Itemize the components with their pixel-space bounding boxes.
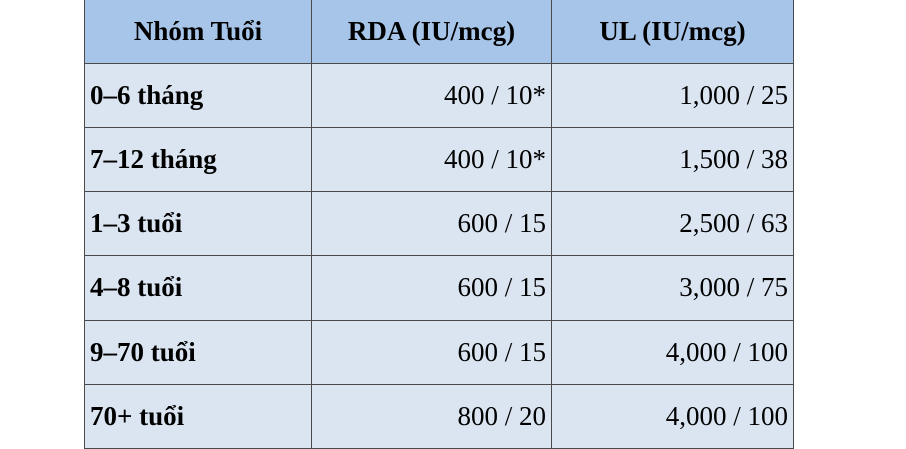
value-cell: 600 / 15	[311, 319, 552, 385]
age-group-cell: 9–70 tuổi	[84, 319, 312, 385]
value-cell: 400 / 10*	[311, 62, 552, 128]
table-row: 1–3 tuổi 600 / 15 2,500 / 63	[84, 190, 794, 257]
header-row: Nhóm Tuổi RDA (IU/mcg) UL (IU/mcg)	[84, 0, 794, 64]
value-cell: 1,000 / 25	[551, 62, 794, 128]
age-group-cell: 1–3 tuổi	[84, 190, 312, 257]
table-row: 9–70 tuổi 600 / 15 4,000 / 100	[84, 319, 794, 385]
table-row: 70+ tuổi 800 / 20 4,000 / 100	[84, 383, 794, 449]
age-group-cell: 4–8 tuổi	[84, 255, 312, 321]
table-row: 7–12 tháng 400 / 10* 1,500 / 38	[84, 126, 794, 193]
value-cell: 600 / 15	[311, 255, 552, 321]
value-cell: 3,000 / 75	[551, 255, 794, 321]
table-header: Nhóm Tuổi RDA (IU/mcg) UL (IU/mcg)	[84, 0, 794, 64]
value-cell: 600 / 15	[311, 190, 552, 257]
table-row: 4–8 tuổi 600 / 15 3,000 / 75	[84, 255, 794, 321]
age-group-cell: 7–12 tháng	[84, 126, 312, 193]
value-cell: 800 / 20	[311, 383, 552, 449]
value-cell: 4,000 / 100	[551, 319, 794, 385]
value-cell: 400 / 10*	[311, 126, 552, 193]
age-group-cell: 70+ tuổi	[84, 383, 312, 449]
header-cell: Nhóm Tuổi	[84, 0, 312, 64]
value-cell: 4,000 / 100	[551, 383, 794, 449]
age-group-cell: 0–6 tháng	[84, 62, 312, 128]
table-row: 0–6 tháng 400 / 10* 1,000 / 25	[84, 62, 794, 128]
header-cell: UL (IU/mcg)	[551, 0, 794, 64]
header-cell: RDA (IU/mcg)	[311, 0, 552, 64]
value-cell: 1,500 / 38	[551, 126, 794, 193]
value-cell: 2,500 / 63	[551, 190, 794, 257]
table-body: 0–6 tháng 400 / 10* 1,000 / 25 7–12 tháng 40…	[84, 62, 794, 449]
vitamin-d-table: Nhóm Tuổi RDA (IU/mcg) UL (IU/mcg) 0–6 thá…	[84, 0, 794, 449]
